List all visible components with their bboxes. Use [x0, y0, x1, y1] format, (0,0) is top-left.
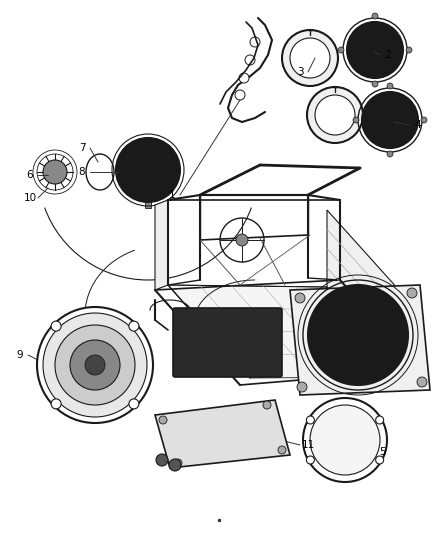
Circle shape: [250, 37, 260, 47]
Circle shape: [306, 456, 314, 464]
Circle shape: [70, 340, 120, 390]
Circle shape: [51, 321, 61, 331]
Circle shape: [236, 234, 248, 246]
Circle shape: [43, 313, 147, 417]
Circle shape: [387, 151, 393, 157]
Text: 8: 8: [79, 167, 85, 177]
Circle shape: [129, 399, 139, 409]
Text: 9: 9: [17, 350, 23, 360]
Circle shape: [376, 456, 384, 464]
Polygon shape: [290, 285, 430, 395]
Polygon shape: [155, 200, 168, 290]
Circle shape: [239, 73, 249, 83]
Circle shape: [297, 382, 307, 392]
Circle shape: [376, 416, 384, 424]
Bar: [145, 200, 151, 208]
Circle shape: [85, 355, 105, 375]
Circle shape: [245, 55, 255, 65]
Circle shape: [263, 401, 271, 409]
Text: 11: 11: [301, 440, 314, 450]
Circle shape: [417, 377, 427, 387]
Text: 2: 2: [385, 50, 391, 60]
Circle shape: [362, 92, 418, 148]
Circle shape: [353, 117, 359, 123]
Circle shape: [156, 454, 168, 466]
Circle shape: [303, 398, 387, 482]
Polygon shape: [155, 400, 290, 468]
Text: 7: 7: [79, 143, 85, 153]
Circle shape: [338, 47, 344, 53]
Circle shape: [372, 13, 378, 19]
Polygon shape: [168, 285, 408, 378]
Circle shape: [347, 22, 403, 78]
Circle shape: [308, 285, 408, 385]
Circle shape: [282, 30, 338, 86]
Text: 10: 10: [24, 193, 36, 203]
Circle shape: [174, 459, 182, 467]
Circle shape: [372, 81, 378, 87]
Text: 1: 1: [169, 190, 175, 200]
Text: 4: 4: [415, 120, 421, 130]
Circle shape: [169, 459, 181, 471]
Circle shape: [315, 95, 355, 135]
Circle shape: [43, 160, 67, 184]
Circle shape: [129, 321, 139, 331]
Circle shape: [387, 83, 393, 89]
Circle shape: [407, 288, 417, 298]
Circle shape: [116, 138, 180, 202]
Circle shape: [307, 87, 363, 143]
Circle shape: [235, 90, 245, 100]
Text: 5: 5: [380, 447, 386, 457]
Text: 6: 6: [27, 170, 33, 180]
Circle shape: [278, 446, 286, 454]
Circle shape: [55, 325, 135, 405]
Ellipse shape: [86, 154, 114, 190]
Circle shape: [421, 117, 427, 123]
Circle shape: [159, 416, 167, 424]
Circle shape: [37, 307, 153, 423]
Circle shape: [295, 293, 305, 303]
Circle shape: [306, 416, 314, 424]
FancyBboxPatch shape: [173, 308, 282, 377]
Circle shape: [310, 405, 380, 475]
Text: 3: 3: [297, 67, 303, 77]
Polygon shape: [327, 210, 408, 377]
Circle shape: [51, 399, 61, 409]
Circle shape: [406, 47, 412, 53]
Circle shape: [290, 38, 330, 78]
